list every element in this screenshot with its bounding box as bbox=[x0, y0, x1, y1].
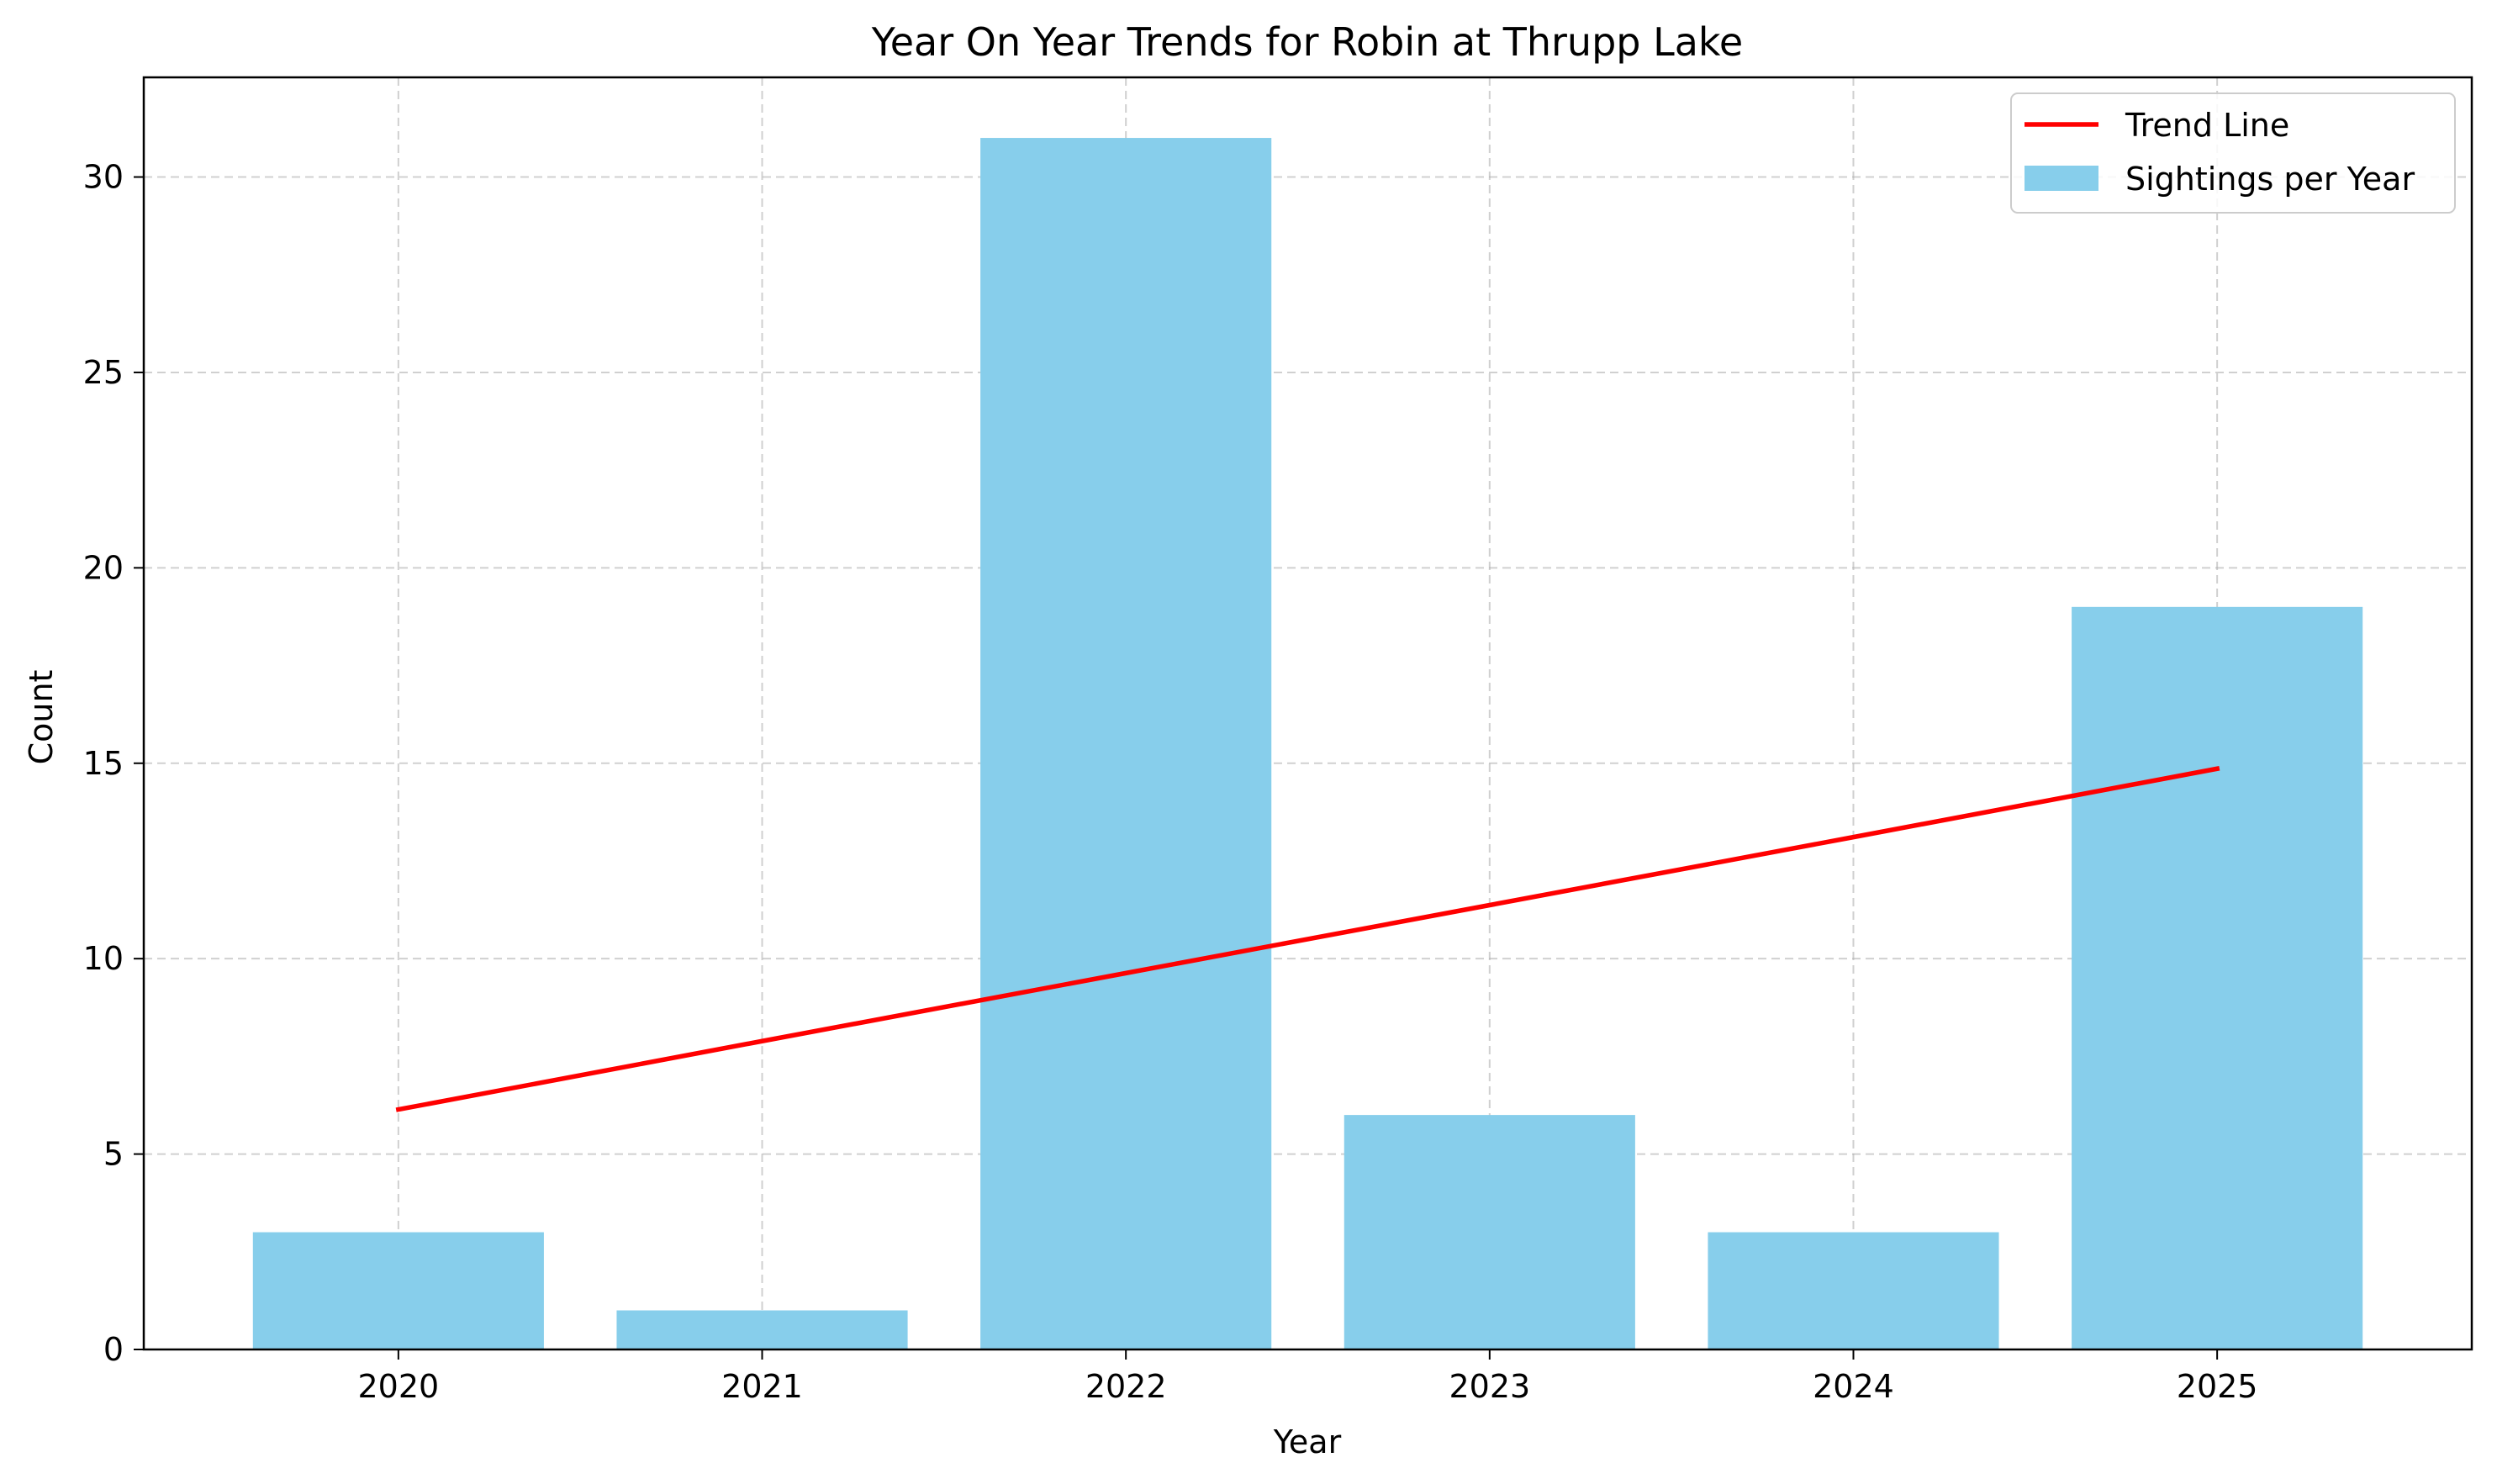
y-tick-label: 10 bbox=[83, 940, 124, 977]
y-tick-label: 30 bbox=[83, 159, 124, 196]
trend-line bbox=[395, 766, 2220, 1112]
y-axis: 0 5 10 15 20 25 30 bbox=[83, 159, 144, 1368]
legend-trend-line-label: Trend Line bbox=[2125, 107, 2289, 144]
x-tick-label: 2025 bbox=[2177, 1368, 2258, 1405]
legend-box bbox=[2010, 92, 2456, 214]
plot-frame bbox=[142, 76, 2473, 1351]
line-layer bbox=[395, 766, 2220, 1112]
y-tick-label: 5 bbox=[103, 1136, 124, 1173]
chart-title: Year On Year Trends for Robin at Thrupp … bbox=[871, 19, 1743, 65]
x-tick-label: 2023 bbox=[1449, 1368, 1530, 1405]
bar-2022 bbox=[980, 138, 1272, 1350]
x-tick-label: 2020 bbox=[358, 1368, 440, 1405]
bar-2024 bbox=[1708, 1232, 1999, 1349]
y-axis-label: Count bbox=[23, 670, 60, 765]
x-axis-label: Year bbox=[1273, 1423, 1342, 1460]
legend: Trend Line Sightings per Year bbox=[2010, 92, 2456, 214]
bars-layer bbox=[252, 138, 2363, 1350]
bar-2025 bbox=[2072, 606, 2363, 1349]
x-tick-label: 2021 bbox=[721, 1368, 803, 1405]
x-tick-label: 2022 bbox=[1085, 1368, 1167, 1405]
y-tick-label: 0 bbox=[103, 1331, 124, 1368]
legend-sightings-swatch bbox=[2025, 166, 2098, 191]
legend-sightings-label: Sightings per Year bbox=[2125, 161, 2415, 198]
x-axis: 2020 2021 2022 2023 2024 2025 bbox=[358, 1349, 2258, 1405]
y-tick-label: 15 bbox=[83, 745, 124, 782]
bar-2020 bbox=[252, 1232, 544, 1349]
bar-2023 bbox=[1344, 1115, 1635, 1349]
bar-2021 bbox=[616, 1310, 908, 1349]
y-tick-label: 20 bbox=[83, 549, 124, 586]
y-tick-label: 25 bbox=[83, 354, 124, 391]
x-tick-label: 2024 bbox=[1813, 1368, 1894, 1405]
